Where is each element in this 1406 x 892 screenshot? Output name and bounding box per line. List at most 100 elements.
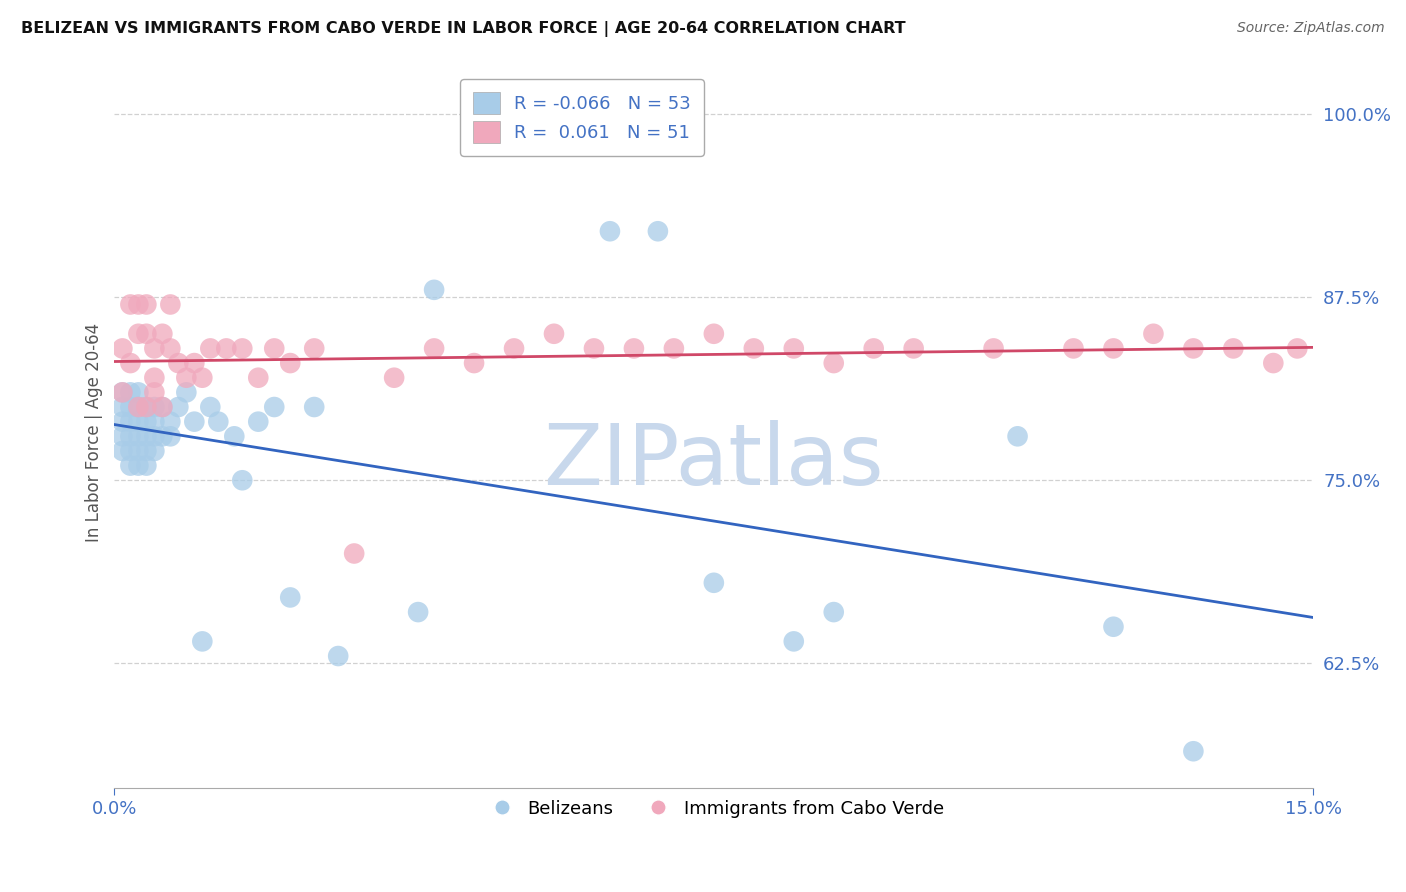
Point [903, 342, 925, 356]
Point [191, 370, 214, 384]
Text: Source: ZipAtlas.com: Source: ZipAtlas.com [1237, 21, 1385, 35]
Point [1142, 326, 1164, 341]
Point [143, 429, 166, 443]
Point [215, 342, 238, 356]
Point [120, 429, 142, 443]
Point [343, 547, 366, 561]
Point [623, 342, 645, 356]
Point [176, 370, 198, 384]
Point [167, 356, 190, 370]
Point [159, 415, 181, 429]
Point [200, 342, 222, 356]
Point [207, 415, 229, 429]
Point [200, 400, 222, 414]
Point [1102, 342, 1125, 356]
Point [1063, 342, 1085, 356]
Point [127, 444, 149, 458]
Text: ZIPatlas: ZIPatlas [544, 419, 884, 502]
Point [143, 444, 166, 458]
Point [127, 429, 149, 443]
Point [183, 356, 205, 370]
Point [120, 458, 142, 473]
Y-axis label: In Labor Force | Age 20-64: In Labor Force | Age 20-64 [86, 323, 103, 542]
Point [127, 297, 149, 311]
Point [120, 444, 142, 458]
Point [1007, 429, 1029, 443]
Point [862, 342, 884, 356]
Point [263, 400, 285, 414]
Point [143, 370, 166, 384]
Point [111, 400, 134, 414]
Point [135, 429, 157, 443]
Point [143, 400, 166, 414]
Point [150, 400, 173, 414]
Point [127, 400, 149, 414]
Point [647, 224, 669, 238]
Point [191, 634, 214, 648]
Point [247, 370, 270, 384]
Point [120, 356, 142, 370]
Point [231, 473, 253, 487]
Point [783, 634, 806, 648]
Point [127, 458, 149, 473]
Text: BELIZEAN VS IMMIGRANTS FROM CABO VERDE IN LABOR FORCE | AGE 20-64 CORRELATION CH: BELIZEAN VS IMMIGRANTS FROM CABO VERDE I… [21, 21, 905, 37]
Point [599, 224, 621, 238]
Point [1182, 342, 1205, 356]
Point [150, 326, 173, 341]
Point [127, 326, 149, 341]
Point [159, 429, 181, 443]
Point [111, 444, 134, 458]
Point [1182, 744, 1205, 758]
Point [120, 415, 142, 429]
Point [111, 385, 134, 400]
Point [302, 400, 325, 414]
Point [143, 385, 166, 400]
Point [127, 385, 149, 400]
Point [231, 342, 253, 356]
Point [463, 356, 485, 370]
Point [1286, 342, 1309, 356]
Point [302, 342, 325, 356]
Point [120, 400, 142, 414]
Point [143, 342, 166, 356]
Point [135, 400, 157, 414]
Point [823, 605, 845, 619]
Point [111, 342, 134, 356]
Point [328, 648, 350, 663]
Point [183, 415, 205, 429]
Point [503, 342, 526, 356]
Point [247, 415, 270, 429]
Point [176, 385, 198, 400]
Point [135, 444, 157, 458]
Point [703, 326, 725, 341]
Point [135, 326, 157, 341]
Point [783, 342, 806, 356]
Point [543, 326, 565, 341]
Point [263, 342, 285, 356]
Point [135, 400, 157, 414]
Legend: Belizeans, Immigrants from Cabo Verde: Belizeans, Immigrants from Cabo Verde [477, 793, 950, 825]
Point [111, 429, 134, 443]
Point [135, 415, 157, 429]
Point [742, 342, 765, 356]
Point [582, 342, 605, 356]
Point [703, 575, 725, 590]
Point [1102, 620, 1125, 634]
Point [150, 429, 173, 443]
Point [406, 605, 429, 619]
Point [120, 385, 142, 400]
Point [120, 297, 142, 311]
Point [278, 591, 301, 605]
Point [127, 400, 149, 414]
Point [111, 385, 134, 400]
Point [150, 400, 173, 414]
Point [423, 342, 446, 356]
Point [823, 356, 845, 370]
Point [224, 429, 246, 443]
Point [159, 297, 181, 311]
Point [382, 370, 405, 384]
Point [135, 458, 157, 473]
Point [135, 297, 157, 311]
Point [423, 283, 446, 297]
Point [167, 400, 190, 414]
